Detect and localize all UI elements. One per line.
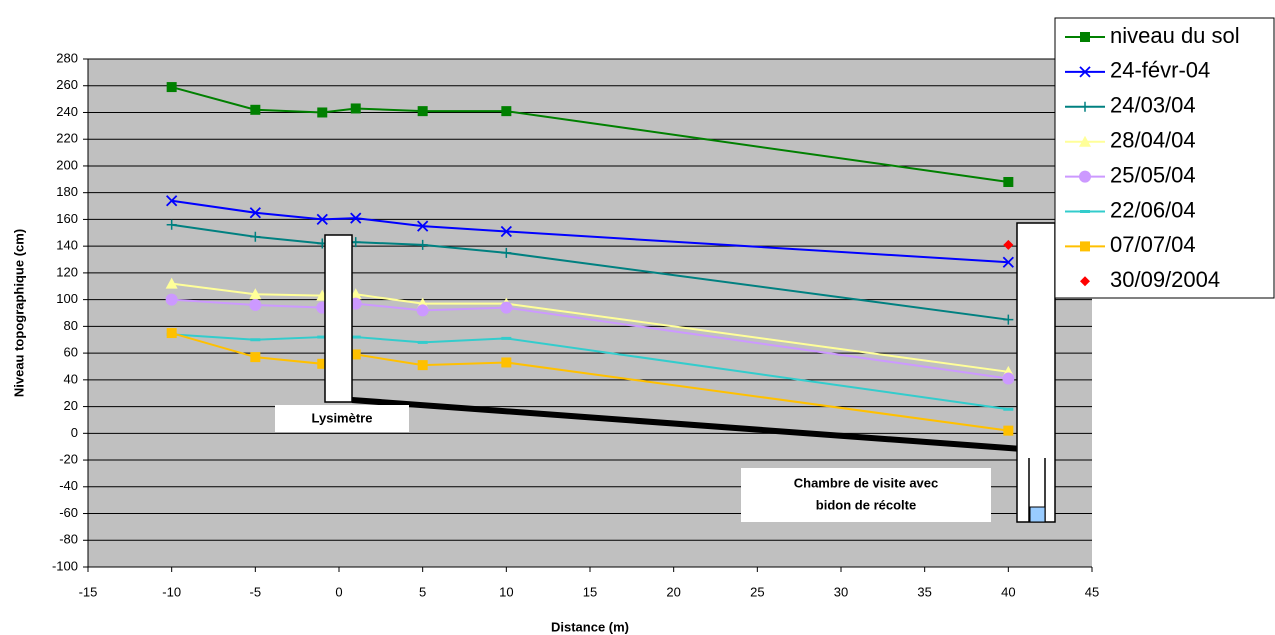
legend-label: 25/05/04 xyxy=(1110,162,1196,187)
marker xyxy=(1080,241,1090,251)
legend-label: 24-févr-04 xyxy=(1110,58,1210,83)
y-tick-label: 0 xyxy=(71,425,78,440)
marker xyxy=(1080,32,1090,42)
marker xyxy=(166,294,178,306)
x-tick-label: 5 xyxy=(419,584,426,599)
x-tick-label: -5 xyxy=(250,584,262,599)
y-tick-label: 80 xyxy=(64,318,78,333)
marker xyxy=(1003,177,1013,187)
y-tick-label: 280 xyxy=(56,50,78,65)
x-axis-title: Distance (m) xyxy=(551,619,629,634)
y-tick-label: 140 xyxy=(56,238,78,253)
marker xyxy=(418,360,428,370)
legend-label: 22/06/04 xyxy=(1110,197,1196,222)
legend-label: 24/03/04 xyxy=(1110,93,1196,118)
x-tick-label: 40 xyxy=(1001,584,1015,599)
legend-label: niveau du sol xyxy=(1110,23,1240,48)
marker xyxy=(500,302,512,314)
y-tick-label: -20 xyxy=(59,451,78,466)
marker xyxy=(1003,426,1013,436)
x-tick-label: 30 xyxy=(834,584,848,599)
y-tick-label: 60 xyxy=(64,345,78,360)
marker xyxy=(167,328,177,338)
y-tick-label: 220 xyxy=(56,131,78,146)
annotation: Lysimètre xyxy=(312,410,373,425)
marker xyxy=(501,337,511,340)
x-tick-label: 15 xyxy=(583,584,597,599)
marker xyxy=(1002,373,1014,385)
y-tick-label: 260 xyxy=(56,77,78,92)
marker xyxy=(250,352,260,362)
chart: -100-80-60-40-20020406080100120140160180… xyxy=(0,0,1275,635)
y-tick-label: -80 xyxy=(59,532,78,547)
y-tick-label: 180 xyxy=(56,184,78,199)
marker xyxy=(1079,171,1091,183)
legend-label: 28/04/04 xyxy=(1110,128,1196,153)
marker xyxy=(250,338,260,341)
marker xyxy=(249,299,261,311)
x-tick-label: 45 xyxy=(1085,584,1099,599)
marker xyxy=(351,103,361,113)
marker xyxy=(417,304,429,316)
marker xyxy=(1003,408,1013,411)
y-tick-label: 100 xyxy=(56,291,78,306)
legend-label: 07/07/04 xyxy=(1110,232,1196,257)
marker xyxy=(317,107,327,117)
marker xyxy=(418,106,428,116)
y-tick-label: 160 xyxy=(56,211,78,226)
y-axis-title: Niveau topographique (cm) xyxy=(11,229,26,397)
x-tick-label: 20 xyxy=(666,584,680,599)
marker xyxy=(1080,210,1090,213)
x-tick-label: 0 xyxy=(335,584,342,599)
marker xyxy=(250,105,260,115)
y-tick-label: 40 xyxy=(64,371,78,386)
y-tick-label: -40 xyxy=(59,478,78,493)
y-tick-label: 20 xyxy=(64,398,78,413)
y-tick-label: 120 xyxy=(56,264,78,279)
x-tick-label: 35 xyxy=(917,584,931,599)
x-tick-label: -10 xyxy=(162,584,181,599)
y-tick-label: 200 xyxy=(56,157,78,172)
y-tick-label: -100 xyxy=(52,558,78,573)
marker xyxy=(501,357,511,367)
marker xyxy=(418,341,428,344)
annotation: Chambre de visite avec xyxy=(794,475,939,490)
x-tick-label: 25 xyxy=(750,584,764,599)
y-tick-label: -60 xyxy=(59,505,78,520)
y-tick-label: 240 xyxy=(56,104,78,119)
marker xyxy=(167,82,177,92)
chamber-shape xyxy=(1017,223,1055,522)
annotation: bidon de récolte xyxy=(816,497,916,512)
marker xyxy=(501,106,511,116)
x-tick-label: 10 xyxy=(499,584,513,599)
collection-can xyxy=(1030,507,1045,522)
legend-label: 30/09/2004 xyxy=(1110,267,1220,292)
lysimeter-shape xyxy=(325,235,352,402)
x-tick-label: -15 xyxy=(79,584,98,599)
